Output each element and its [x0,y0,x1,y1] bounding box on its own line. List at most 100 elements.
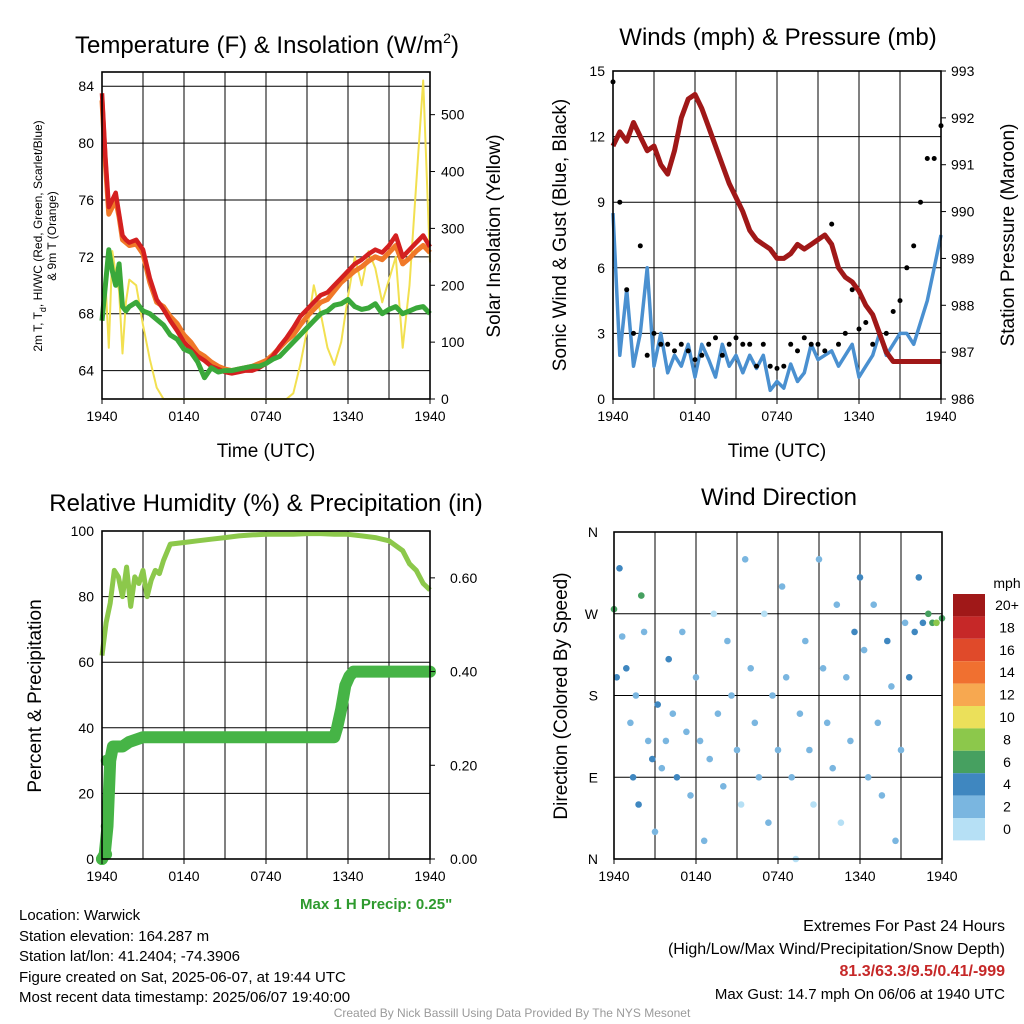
y2-tick-label: 0.00 [450,851,477,867]
y-tick-label: 76 [78,192,94,208]
direction-point [851,628,858,636]
series-line-0 [99,93,432,376]
y2-tick-label: 990 [951,204,975,220]
gust-point [815,341,821,347]
humidity-title: Relative Humidity (%) & Precipitation (i… [49,490,482,517]
temperature-ylabel-1: 2m T, Td, HI/WC (Red, Green, Scarlet/Blu… [31,120,48,351]
legend-swatch [953,661,985,684]
direction-point [915,574,923,581]
gust-point [836,341,841,347]
legend-swatch [953,818,985,841]
direction-point [737,801,745,808]
gust-point [678,341,684,347]
legend-label: 16 [999,642,1015,658]
y2-tick-label: 200 [441,277,465,293]
y-tick-label: 64 [78,363,94,379]
x-tick-label: 1940 [597,408,628,424]
direction-point [733,746,741,754]
temperature-title: Temperature (F) & Insolation (W/m2) [75,30,459,59]
y2-tick-label: 993 [951,63,975,79]
direction-point [692,674,700,681]
y-tick-label: 9 [597,194,605,210]
max-gust: Max Gust: 14.7 mph On 06/06 at 1940 UTC [714,985,1005,1003]
y-tick-label: 80 [78,135,94,151]
gust-point [665,341,671,347]
legend-label: 12 [999,687,1015,703]
max-precip-annotation: Max 1 H Precip: 0.25" [300,896,453,913]
y-tick-label: 80 [78,589,94,605]
legend-label: 2 [1003,799,1011,815]
precip-point [100,754,113,767]
winds-panel: Winds (mph) & Pressure (mb) 1940 0140 0740… [550,24,1019,462]
direction-point [669,710,677,717]
gust-point [842,330,848,336]
y2-tick-label: 400 [441,164,465,180]
direction-point [644,737,652,745]
credit-line: Created By Nick Bassill Using Data Provi… [333,1006,691,1020]
y2-tick-label: 500 [441,107,465,123]
x-tick-label: 0740 [250,408,281,424]
gust-point [918,199,923,205]
y-tick-label: S [589,688,598,704]
x-tick-label: 0140 [680,868,711,884]
precip-point [100,848,113,861]
x-tick-label: 0140 [679,408,710,424]
gust-point [685,348,691,354]
gust-point [931,156,937,161]
gust-point [699,352,705,358]
direction-point [819,665,827,672]
direction-point [724,637,731,645]
station-info: Location: Warwick Station elevation: 164… [19,906,350,1009]
x-tick-label: 1940 [598,868,629,884]
direction-point [905,674,913,681]
temperature-xlabel: Time (UTC) [217,441,316,462]
direction-point [769,692,776,699]
gust-point [637,243,643,249]
direction-point [632,692,640,699]
direction-point [755,774,763,781]
y-tick-label: 40 [78,720,94,736]
direction-point [901,619,909,627]
gust-point [924,156,930,161]
direction-point [654,701,661,708]
direction-point [747,665,754,672]
legend-label: 18 [999,619,1015,635]
direction-point [616,565,623,572]
gust-point [658,341,664,347]
humidity-ylabel: Percent & Precipitation [25,599,46,792]
gust-point [795,348,800,354]
direction-point [662,737,670,745]
gust-point [719,352,725,358]
legend-label: 14 [999,664,1015,680]
gust-point [706,341,712,347]
gust-point [870,341,876,347]
direction-point [806,746,813,754]
direction-point [700,837,708,845]
legend-swatch [953,773,985,796]
y-tick-label: 100 [71,523,95,539]
direction-point [635,801,642,808]
direction-point [860,646,868,654]
y2-tick-label: 100 [441,334,465,350]
direction-point [823,719,831,727]
direction-point [627,719,634,727]
gust-point [733,335,739,341]
wind-direction-ylabel: Direction (Colored By Speed) [551,572,572,819]
y2-tick-label: 992 [951,110,975,126]
x-tick-label: 1940 [86,868,117,884]
gust-point [774,365,780,371]
y-tick-label: 72 [78,249,94,265]
direction-point [796,710,804,717]
direction-point [874,719,882,727]
station-location: Location: Warwick [19,907,141,924]
figure-created: Figure created on Sat, 2025-06-07, at 19… [19,968,346,986]
y-tick-label: 68 [78,306,94,322]
gust-point [829,221,835,227]
gust-point [911,243,917,249]
direction-point [765,819,772,826]
temperature-ylabel-2: & 9m T (Orange) [45,191,59,281]
legend-swatch [953,728,985,751]
direction-point [843,674,850,681]
humidity-line [99,531,432,656]
